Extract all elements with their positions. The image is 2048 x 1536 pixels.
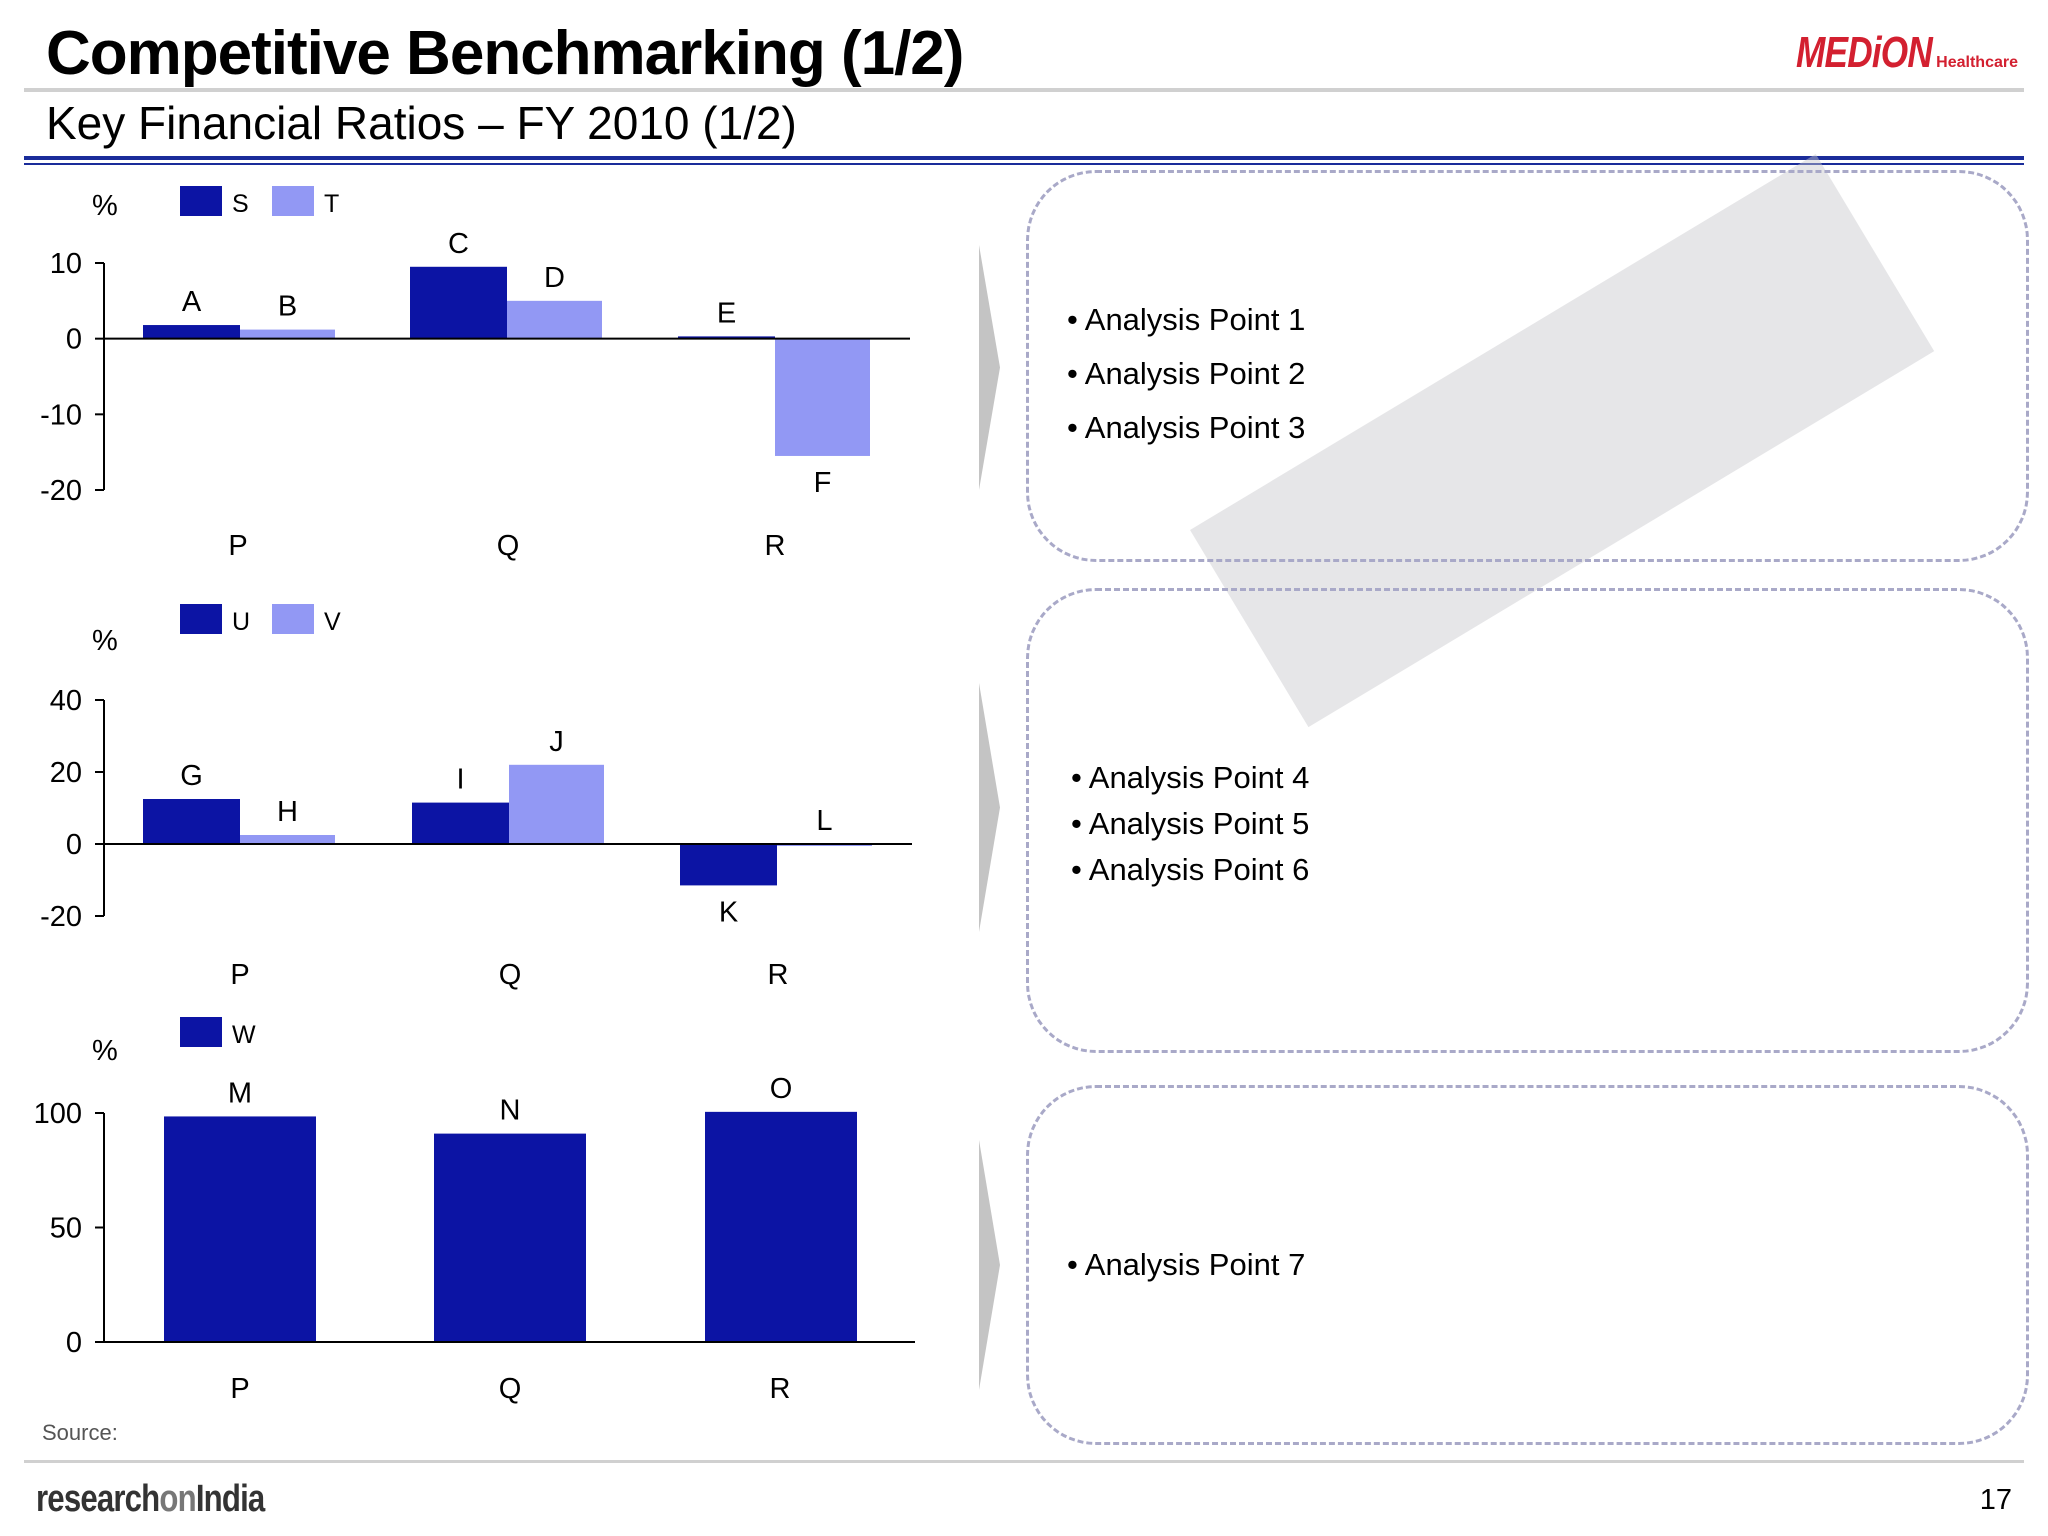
bar-label-L: L bbox=[816, 805, 832, 837]
bar-label-F: F bbox=[814, 467, 832, 499]
bar-W-P bbox=[164, 1116, 316, 1342]
bar-V-P bbox=[240, 835, 335, 844]
logo-sub: Healthcare bbox=[1936, 54, 2018, 71]
logo-brand: MEDiON bbox=[1795, 28, 1933, 77]
bar-label-N: N bbox=[500, 1095, 521, 1127]
legend-swatch-V bbox=[272, 604, 314, 634]
pointer-arrow-2 bbox=[979, 683, 1000, 932]
bar-label-G: G bbox=[180, 760, 203, 792]
y-tick-label: -20 bbox=[40, 901, 82, 933]
y-tick-label: 50 bbox=[50, 1213, 82, 1245]
source-note: Source: bbox=[42, 1420, 118, 1445]
analysis-point: Analysis Point 2 bbox=[1067, 347, 1306, 401]
y-tick-label: 0 bbox=[66, 324, 82, 356]
y-tick-label: -20 bbox=[40, 475, 82, 507]
analysis-point: Analysis Point 1 bbox=[1067, 293, 1306, 347]
y-tick-label: 0 bbox=[66, 829, 82, 861]
bar-label-C: C bbox=[448, 228, 469, 260]
legend-label-S: S bbox=[232, 190, 249, 218]
category-label-R: R bbox=[765, 530, 786, 562]
footer-divider bbox=[24, 1460, 2024, 1463]
analysis-point: Analysis Point 4 bbox=[1071, 755, 1310, 801]
logo-part-india: India bbox=[195, 1478, 265, 1520]
bar-S-P bbox=[143, 325, 240, 339]
bar-U-P bbox=[143, 799, 240, 844]
analysis-list-2: Analysis Point 4 Analysis Point 5 Analys… bbox=[1071, 755, 1310, 893]
legend-swatch-W bbox=[180, 1017, 222, 1047]
logo-part-on: on bbox=[159, 1478, 196, 1520]
bar-label-H: H bbox=[277, 796, 298, 828]
bar-U-R bbox=[680, 844, 777, 886]
legend-swatch-U bbox=[180, 604, 222, 634]
bar-T-P bbox=[240, 329, 335, 339]
analysis-panel-1: Analysis Point 1 Analysis Point 2 Analys… bbox=[1026, 170, 2029, 562]
y-tick-label: -10 bbox=[40, 399, 82, 431]
analysis-panel-2: Analysis Point 4 Analysis Point 5 Analys… bbox=[1026, 588, 2029, 1053]
category-label-Q: Q bbox=[499, 959, 522, 991]
analysis-point: Analysis Point 5 bbox=[1071, 801, 1310, 847]
y-tick-label: 20 bbox=[50, 757, 82, 789]
bar-label-E: E bbox=[717, 297, 736, 329]
bar-T-R bbox=[775, 338, 870, 456]
analysis-list-3: Analysis Point 7 bbox=[1067, 1238, 1306, 1292]
analysis-point: Analysis Point 7 bbox=[1067, 1238, 1306, 1292]
category-label-P: P bbox=[228, 530, 247, 562]
legend-swatch-S bbox=[180, 186, 222, 216]
subtitle-divider bbox=[24, 156, 2024, 160]
y-tick-label: 40 bbox=[50, 685, 82, 717]
bar-label-A: A bbox=[182, 286, 202, 318]
category-label-P: P bbox=[230, 959, 249, 991]
bar-V-Q bbox=[509, 764, 604, 844]
page-title: Competitive Benchmarking (1/2) bbox=[46, 19, 964, 88]
bar-label-I: I bbox=[456, 764, 464, 796]
bar-label-D: D bbox=[544, 262, 565, 294]
bar-T-Q bbox=[507, 300, 602, 339]
page-number: 17 bbox=[1979, 1484, 2012, 1516]
category-label-R: R bbox=[770, 1373, 791, 1405]
medion-logo: MEDiON Healthcare bbox=[1762, 28, 2018, 78]
bar-label-J: J bbox=[549, 726, 564, 758]
chart-1: % S T 10 0 -10 -20 A C E B D F P Q R bbox=[40, 186, 910, 562]
bar-S-Q bbox=[410, 266, 507, 339]
page-subtitle: Key Financial Ratios – FY 2010 (1/2) bbox=[46, 97, 797, 149]
legend-label-V: V bbox=[324, 608, 341, 636]
pointer-arrow-1 bbox=[979, 245, 1000, 490]
y-axis-unit-label: % bbox=[92, 1035, 118, 1067]
chart-3: % W 100 50 0 M N O P Q R bbox=[34, 1017, 915, 1405]
y-tick-label: 0 bbox=[66, 1327, 82, 1359]
researchonindia-logo: researchonIndia bbox=[36, 1478, 265, 1521]
category-label-Q: Q bbox=[497, 530, 520, 562]
title-divider bbox=[24, 88, 2024, 92]
category-label-R: R bbox=[768, 959, 789, 991]
y-axis-unit-label: % bbox=[92, 625, 118, 657]
analysis-panel-3: Analysis Point 7 bbox=[1026, 1085, 2029, 1445]
pointer-arrow-3 bbox=[979, 1140, 1000, 1390]
logo-part-research: research bbox=[36, 1478, 160, 1520]
bar-label-K: K bbox=[719, 896, 739, 928]
chart-2: % U V 40 20 0 -20 G I K H J L P Q R bbox=[40, 604, 912, 991]
category-label-P: P bbox=[230, 1373, 249, 1405]
bar-W-Q bbox=[434, 1133, 586, 1342]
y-tick-label: 100 bbox=[34, 1098, 82, 1130]
subtitle-divider-thin bbox=[24, 163, 2024, 165]
analysis-point: Analysis Point 6 bbox=[1071, 847, 1310, 893]
bar-label-M: M bbox=[228, 1077, 252, 1109]
analysis-point: Analysis Point 3 bbox=[1067, 401, 1306, 455]
analysis-list-1: Analysis Point 1 Analysis Point 2 Analys… bbox=[1067, 293, 1306, 455]
y-tick-label: 10 bbox=[50, 248, 82, 280]
legend-label-W: W bbox=[232, 1021, 256, 1049]
legend-label-U: U bbox=[232, 608, 250, 636]
y-axis-unit-label: % bbox=[92, 190, 118, 222]
bar-S-R bbox=[678, 336, 775, 339]
bar-label-B: B bbox=[278, 291, 297, 323]
legend-swatch-T bbox=[272, 186, 314, 216]
bar-W-R bbox=[705, 1111, 857, 1342]
bar-U-Q bbox=[412, 802, 509, 844]
bar-label-O: O bbox=[770, 1073, 793, 1105]
category-label-Q: Q bbox=[499, 1373, 522, 1405]
legend-label-T: T bbox=[324, 190, 339, 218]
